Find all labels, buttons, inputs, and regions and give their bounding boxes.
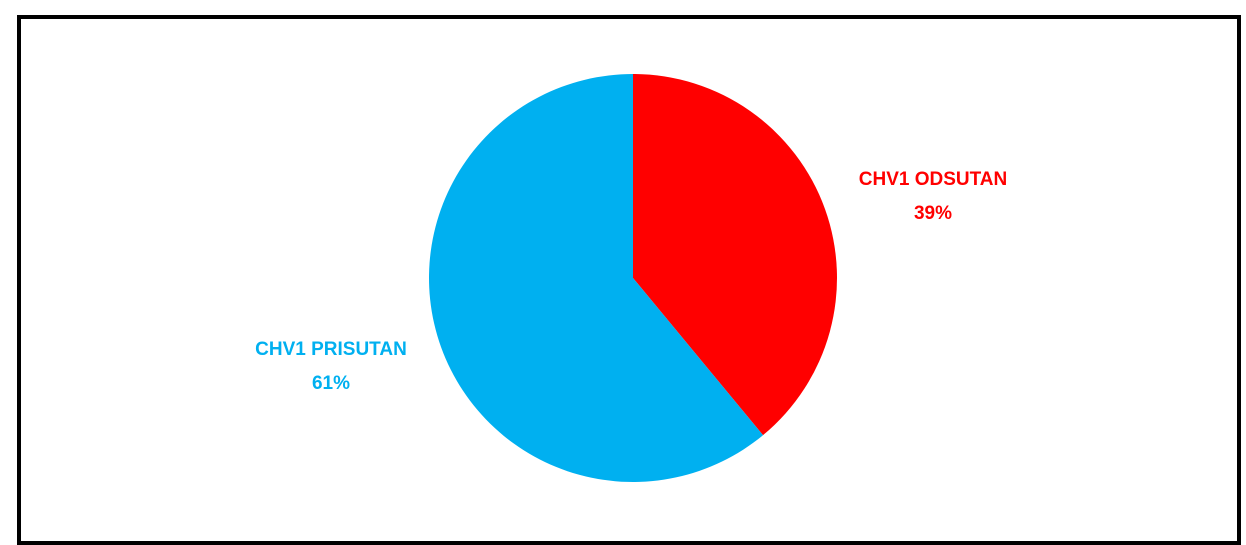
- slice-label-percent-odsutan: 39%: [914, 203, 952, 224]
- slice-label-name-prisutan: CHV1 PRISUTAN: [255, 339, 407, 360]
- slice-labels: CHV1 ODSUTAN 39% CHV1 PRISUTAN 61%: [255, 169, 1007, 394]
- slice-label-percent-prisutan: 61%: [312, 373, 350, 394]
- pie-slice-chv1-prisutan: [429, 74, 764, 482]
- pie-slice-chv1-odsutan: [633, 74, 837, 436]
- pie-slices: [429, 74, 837, 482]
- slice-label-name-odsutan: CHV1 ODSUTAN: [859, 169, 1008, 190]
